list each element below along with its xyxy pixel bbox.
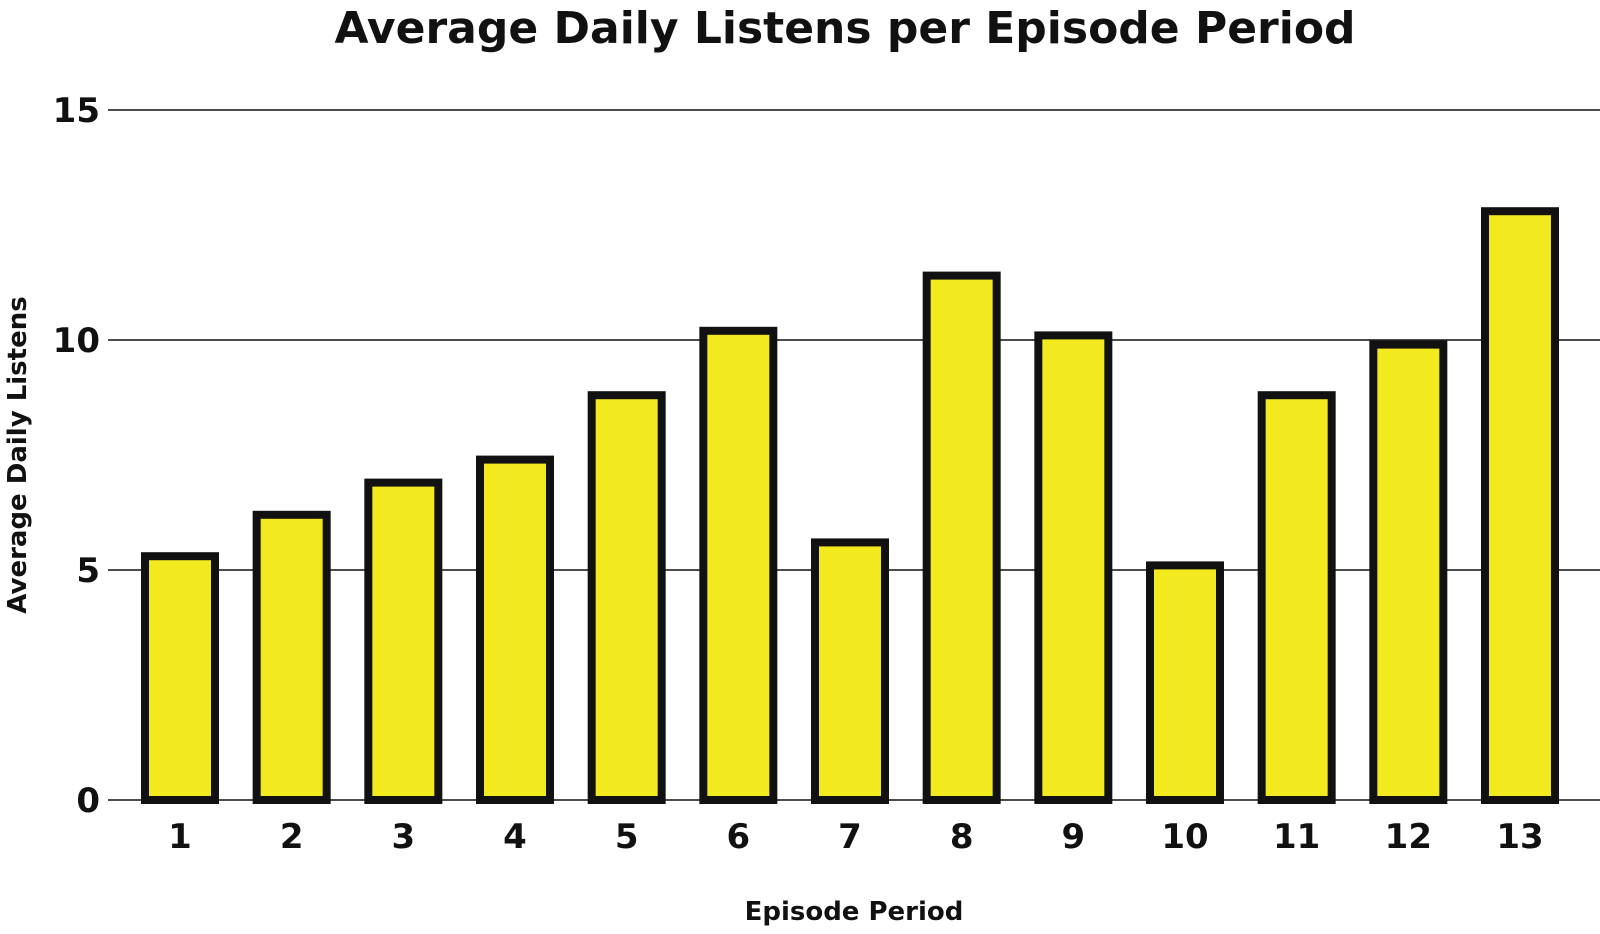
x-tick-label: 13 [1496,817,1543,857]
y-tick-label: 0 [76,781,100,821]
x-tick-label: 11 [1273,817,1320,857]
x-tick-label: 7 [838,817,862,857]
x-tick-label: 9 [1061,817,1085,857]
bar-3 [364,478,443,804]
bar-6 [699,326,778,804]
x-tick-label: 4 [503,817,527,857]
x-tick-label: 8 [950,817,974,857]
y-tick-label: 10 [53,321,100,361]
bar-9 [1034,331,1113,804]
y-tick-label: 5 [76,551,100,591]
bar-8 [922,271,1001,805]
bar-10 [1146,561,1224,805]
x-tick-label: 2 [280,817,304,857]
bar-12 [1369,340,1448,804]
bar-2 [252,510,331,804]
x-tick-label: 1 [168,817,192,857]
bar-1 [141,552,219,805]
x-axis-label: Episode Period [745,897,964,927]
x-tick-label: 12 [1385,817,1432,857]
x-axis-ticks: 1 2 3 4 5 6 7 8 9 10 11 12 13 [168,817,1544,857]
y-tick-label: 15 [53,91,100,131]
x-tick-label: 6 [726,817,750,857]
bar-7 [811,538,889,805]
bar-5 [587,391,666,804]
x-tick-label: 10 [1161,817,1208,857]
bar-11 [1257,391,1336,804]
y-axis-label: Average Daily Listens [3,296,33,613]
bars [141,207,1559,805]
y-axis-ticks: 0 5 10 15 [53,91,100,821]
x-tick-label: 5 [615,817,639,857]
bar-4 [476,455,554,804]
bar-13 [1481,207,1559,804]
chart-title: Average Daily Listens per Episode Period [334,3,1355,54]
x-tick-label: 3 [391,817,415,857]
